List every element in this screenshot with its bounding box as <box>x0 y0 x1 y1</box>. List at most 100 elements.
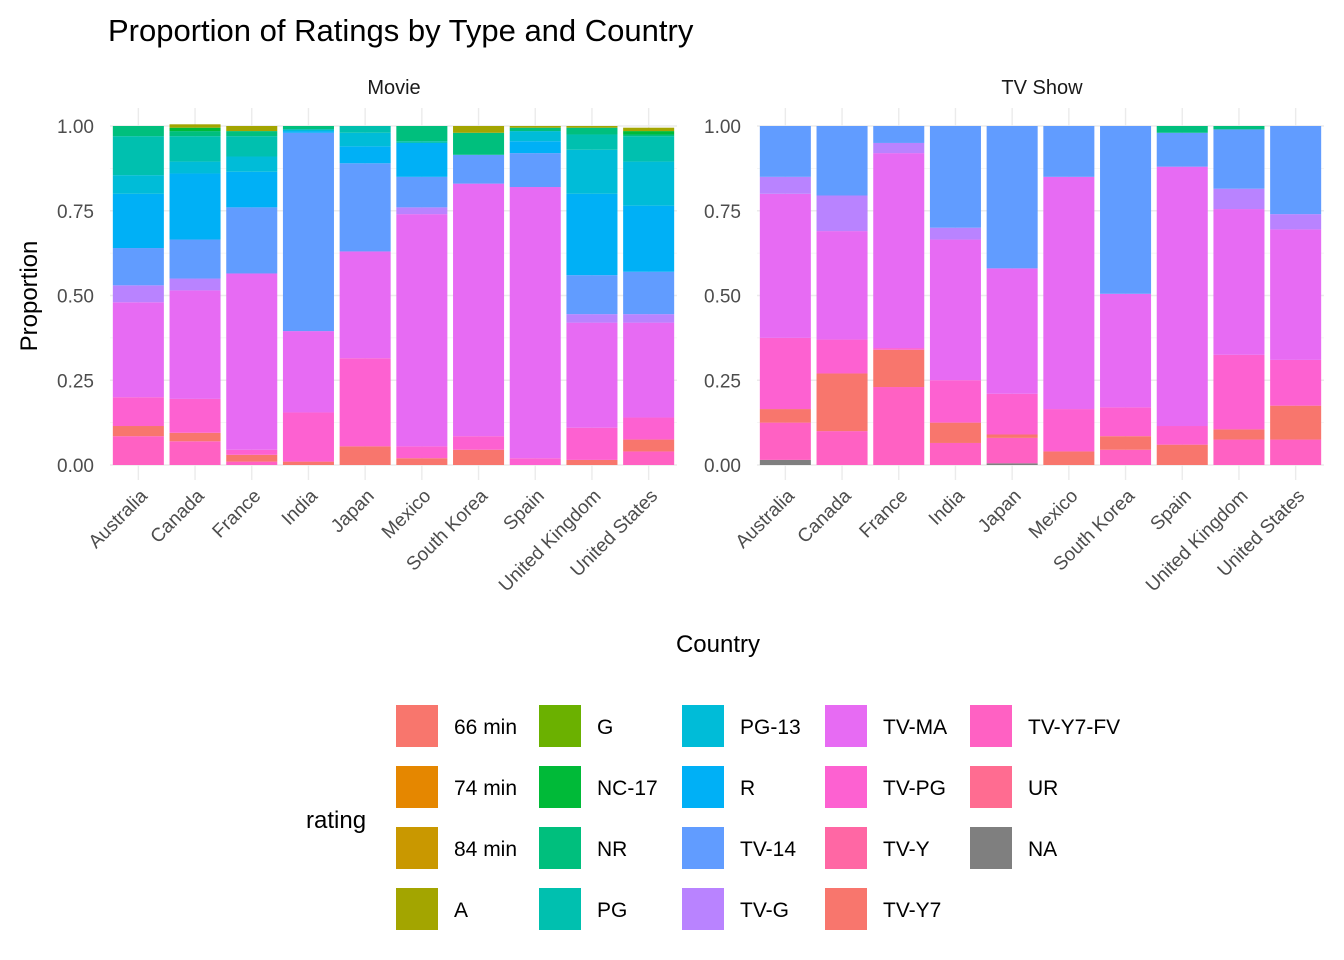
legend-swatch <box>825 766 867 808</box>
bar-france <box>873 126 925 465</box>
bar-segment <box>986 268 1038 394</box>
x-axis-title: Country <box>676 631 760 658</box>
legend-item: A <box>396 888 468 930</box>
bar-segment <box>1213 429 1265 440</box>
legend-label: NC-17 <box>597 777 658 800</box>
bar-segment <box>873 142 925 154</box>
bar-segment <box>623 205 675 272</box>
bar-segment <box>226 156 278 172</box>
bar-segment <box>453 126 505 133</box>
bar-segment <box>169 131 221 137</box>
x-tick-label: India <box>278 485 322 529</box>
legend-swatch <box>396 766 438 808</box>
x-tick-label: France <box>209 486 266 543</box>
bar-segment <box>226 126 278 132</box>
bar-segment <box>566 275 618 315</box>
bar-spain <box>1156 126 1208 465</box>
legend-label: NR <box>597 838 627 861</box>
y-tick-label: 0.75 <box>704 202 741 223</box>
legend-item: NR <box>539 827 627 869</box>
bar-segment <box>169 290 221 399</box>
bar-segment <box>112 193 164 249</box>
bar-segment <box>226 461 278 465</box>
legend-title: rating <box>306 807 366 834</box>
bar-segment <box>759 176 811 194</box>
bar-segment <box>1270 214 1322 230</box>
bar-segment <box>566 149 618 194</box>
legend-item: TV-Y7-FV <box>970 705 1120 747</box>
bar-segment <box>816 431 868 465</box>
bar-segment <box>396 446 448 459</box>
bar-segment <box>1213 209 1265 355</box>
x-tick-label: Spain <box>500 486 549 535</box>
y-tick-label: 0.25 <box>57 371 94 392</box>
bar-segment <box>339 163 391 252</box>
bar-segment <box>169 173 221 240</box>
bar-segment <box>453 183 505 437</box>
x-tick-label: Canada <box>147 485 209 547</box>
y-axis-title: Proportion <box>16 241 43 352</box>
x-tick-label: Mexico <box>1025 486 1082 543</box>
bar-segment <box>986 393 1038 435</box>
legend-label: TV-MA <box>883 716 947 739</box>
bar-south-korea <box>453 126 505 465</box>
bar-segment <box>339 446 391 465</box>
y-tick-label: 0.50 <box>57 287 94 308</box>
bar-segment <box>396 141 448 143</box>
x-tick-label: Japan <box>974 486 1025 537</box>
bar-segment <box>282 129 334 132</box>
bar-segment <box>1156 126 1208 133</box>
legend-swatch <box>539 827 581 869</box>
x-tick-label: Australia <box>85 485 152 552</box>
y-tick-label: 0.50 <box>704 287 741 308</box>
x-tick-label: Spain <box>1147 486 1196 535</box>
legend-item: NC-17 <box>539 766 658 808</box>
bar-segment <box>873 387 925 465</box>
bar-segment <box>453 449 505 465</box>
bar-segment <box>1100 407 1152 437</box>
bar-segment <box>929 126 981 228</box>
bar-segment <box>396 176 448 208</box>
bar-france <box>226 126 278 465</box>
bar-segment <box>226 136 278 157</box>
facet-panels: Movie0.000.250.500.751.00AustraliaCanada… <box>57 77 1324 596</box>
bar-segment <box>339 132 391 147</box>
legend-label: TV-PG <box>883 777 946 800</box>
legend-label: 66 min <box>454 716 517 739</box>
bar-segment <box>759 193 811 338</box>
legend-item: PG <box>539 888 627 930</box>
bar-segment <box>986 463 1038 465</box>
legend-label: NA <box>1028 838 1057 861</box>
legend-item: 74 min <box>396 766 517 808</box>
bar-segment <box>396 214 448 447</box>
bar-segment <box>339 126 391 133</box>
y-tick-label: 0.00 <box>57 456 94 477</box>
bar-segment <box>929 442 981 465</box>
bar-segment <box>1213 129 1265 189</box>
bar-australia <box>759 126 811 465</box>
bar-segment <box>1156 166 1208 427</box>
x-tick-label: United Kingdom <box>1142 486 1252 596</box>
bar-mexico <box>396 126 448 465</box>
bar-segment <box>816 126 868 196</box>
bar-segment <box>509 458 561 465</box>
legend-label: R <box>740 777 755 800</box>
bar-india <box>929 126 981 465</box>
bar-segment <box>169 127 221 132</box>
y-tick-label: 0.00 <box>704 456 741 477</box>
y-tick-label: 0.25 <box>704 371 741 392</box>
bar-segment <box>623 439 675 452</box>
bar-segment <box>566 322 618 428</box>
bar-canada <box>169 124 221 465</box>
bar-segment <box>453 154 505 184</box>
bar-segment <box>816 231 868 340</box>
bar-segment <box>566 314 618 323</box>
bar-segment <box>226 131 278 137</box>
bar-segment <box>1156 426 1208 445</box>
bar-segment <box>1156 132 1208 167</box>
bar-segment <box>986 437 1038 464</box>
legend-label: TV-Y <box>883 838 930 861</box>
bar-segment <box>873 153 925 349</box>
bar-segment <box>929 380 981 423</box>
legend-label: A <box>454 899 468 922</box>
